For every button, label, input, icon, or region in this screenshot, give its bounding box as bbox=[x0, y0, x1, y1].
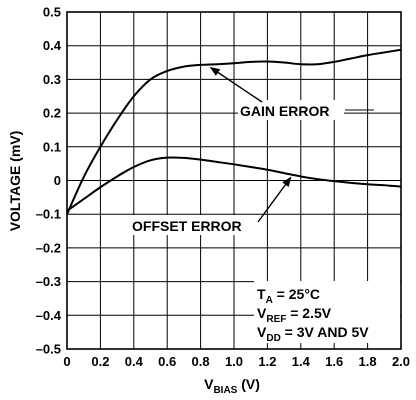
y-tick-label: 0.5 bbox=[43, 5, 61, 20]
x-tick-label: 1.6 bbox=[325, 354, 343, 369]
x-axis-label-main: V bbox=[204, 376, 214, 392]
condition-ta: TA = 25°C bbox=[257, 286, 320, 306]
offset-error-label-bg bbox=[130, 215, 256, 235]
x-tick-label: 0.4 bbox=[125, 354, 144, 369]
x-axis-label: VBIAS (V) bbox=[204, 376, 260, 396]
x-tick-label: 1.4 bbox=[292, 354, 311, 369]
x-tick-label: 1.2 bbox=[258, 354, 276, 369]
y-tick-label: 0.1 bbox=[43, 139, 61, 154]
x-tick-label: 2.0 bbox=[392, 354, 410, 369]
condition-vdd: VDD = 3V AND 5V bbox=[257, 324, 369, 344]
y-tick-label: 0 bbox=[54, 173, 61, 188]
y-tick-label: –0.1 bbox=[36, 207, 61, 222]
y-tick-label: –0.3 bbox=[36, 274, 61, 289]
y-tick-label: –0.5 bbox=[36, 342, 61, 357]
series-line-gain-error bbox=[66, 48, 402, 215]
x-tick-label: 0 bbox=[63, 354, 70, 369]
x-tick-label: 0.8 bbox=[192, 354, 210, 369]
y-tick-label: –0.4 bbox=[36, 308, 62, 323]
gain-error-label-bg bbox=[238, 100, 344, 120]
x-axis-label-unit: (V) bbox=[237, 376, 260, 392]
x-tick-label: 1.0 bbox=[225, 354, 243, 369]
x-axis-label-sub: BIAS bbox=[213, 385, 237, 396]
y-tick-label: 0.4 bbox=[43, 38, 62, 53]
y-tick-label: –0.2 bbox=[36, 240, 61, 255]
offset-error-label: OFFSET ERROR bbox=[132, 218, 242, 234]
tick-labels: 0 0.2 0.4 0.6 0.8 1.0 1.2 1.4 1.6 1.8 2.0 0.5 0.4 0.3… bbox=[36, 5, 410, 370]
x-tick-label: 0.6 bbox=[158, 354, 176, 369]
y-tick-label: 0.2 bbox=[43, 106, 61, 121]
x-tick-label: 1.8 bbox=[359, 354, 377, 369]
y-axis-label: VOLTAGE (mV) bbox=[7, 131, 23, 232]
series-group bbox=[66, 48, 402, 215]
conditions-bg bbox=[254, 281, 400, 343]
annotations: GAIN ERROR OFFSET ERROR bbox=[130, 66, 374, 235]
plot-frame bbox=[66, 11, 402, 350]
x-tick-label: 0.2 bbox=[91, 354, 109, 369]
y-tick-label: 0.3 bbox=[43, 72, 61, 87]
gain-error-label: GAIN ERROR bbox=[240, 103, 329, 119]
series-line-offset-error bbox=[66, 156, 402, 212]
gain-error-arrow bbox=[209, 66, 263, 103]
offset-error-arrow bbox=[257, 176, 292, 223]
test-conditions: TA = 25°C VREF = 2.5V VDD = 3V AND 5V bbox=[254, 281, 400, 344]
condition-vref: VREF = 2.5V bbox=[257, 305, 332, 325]
